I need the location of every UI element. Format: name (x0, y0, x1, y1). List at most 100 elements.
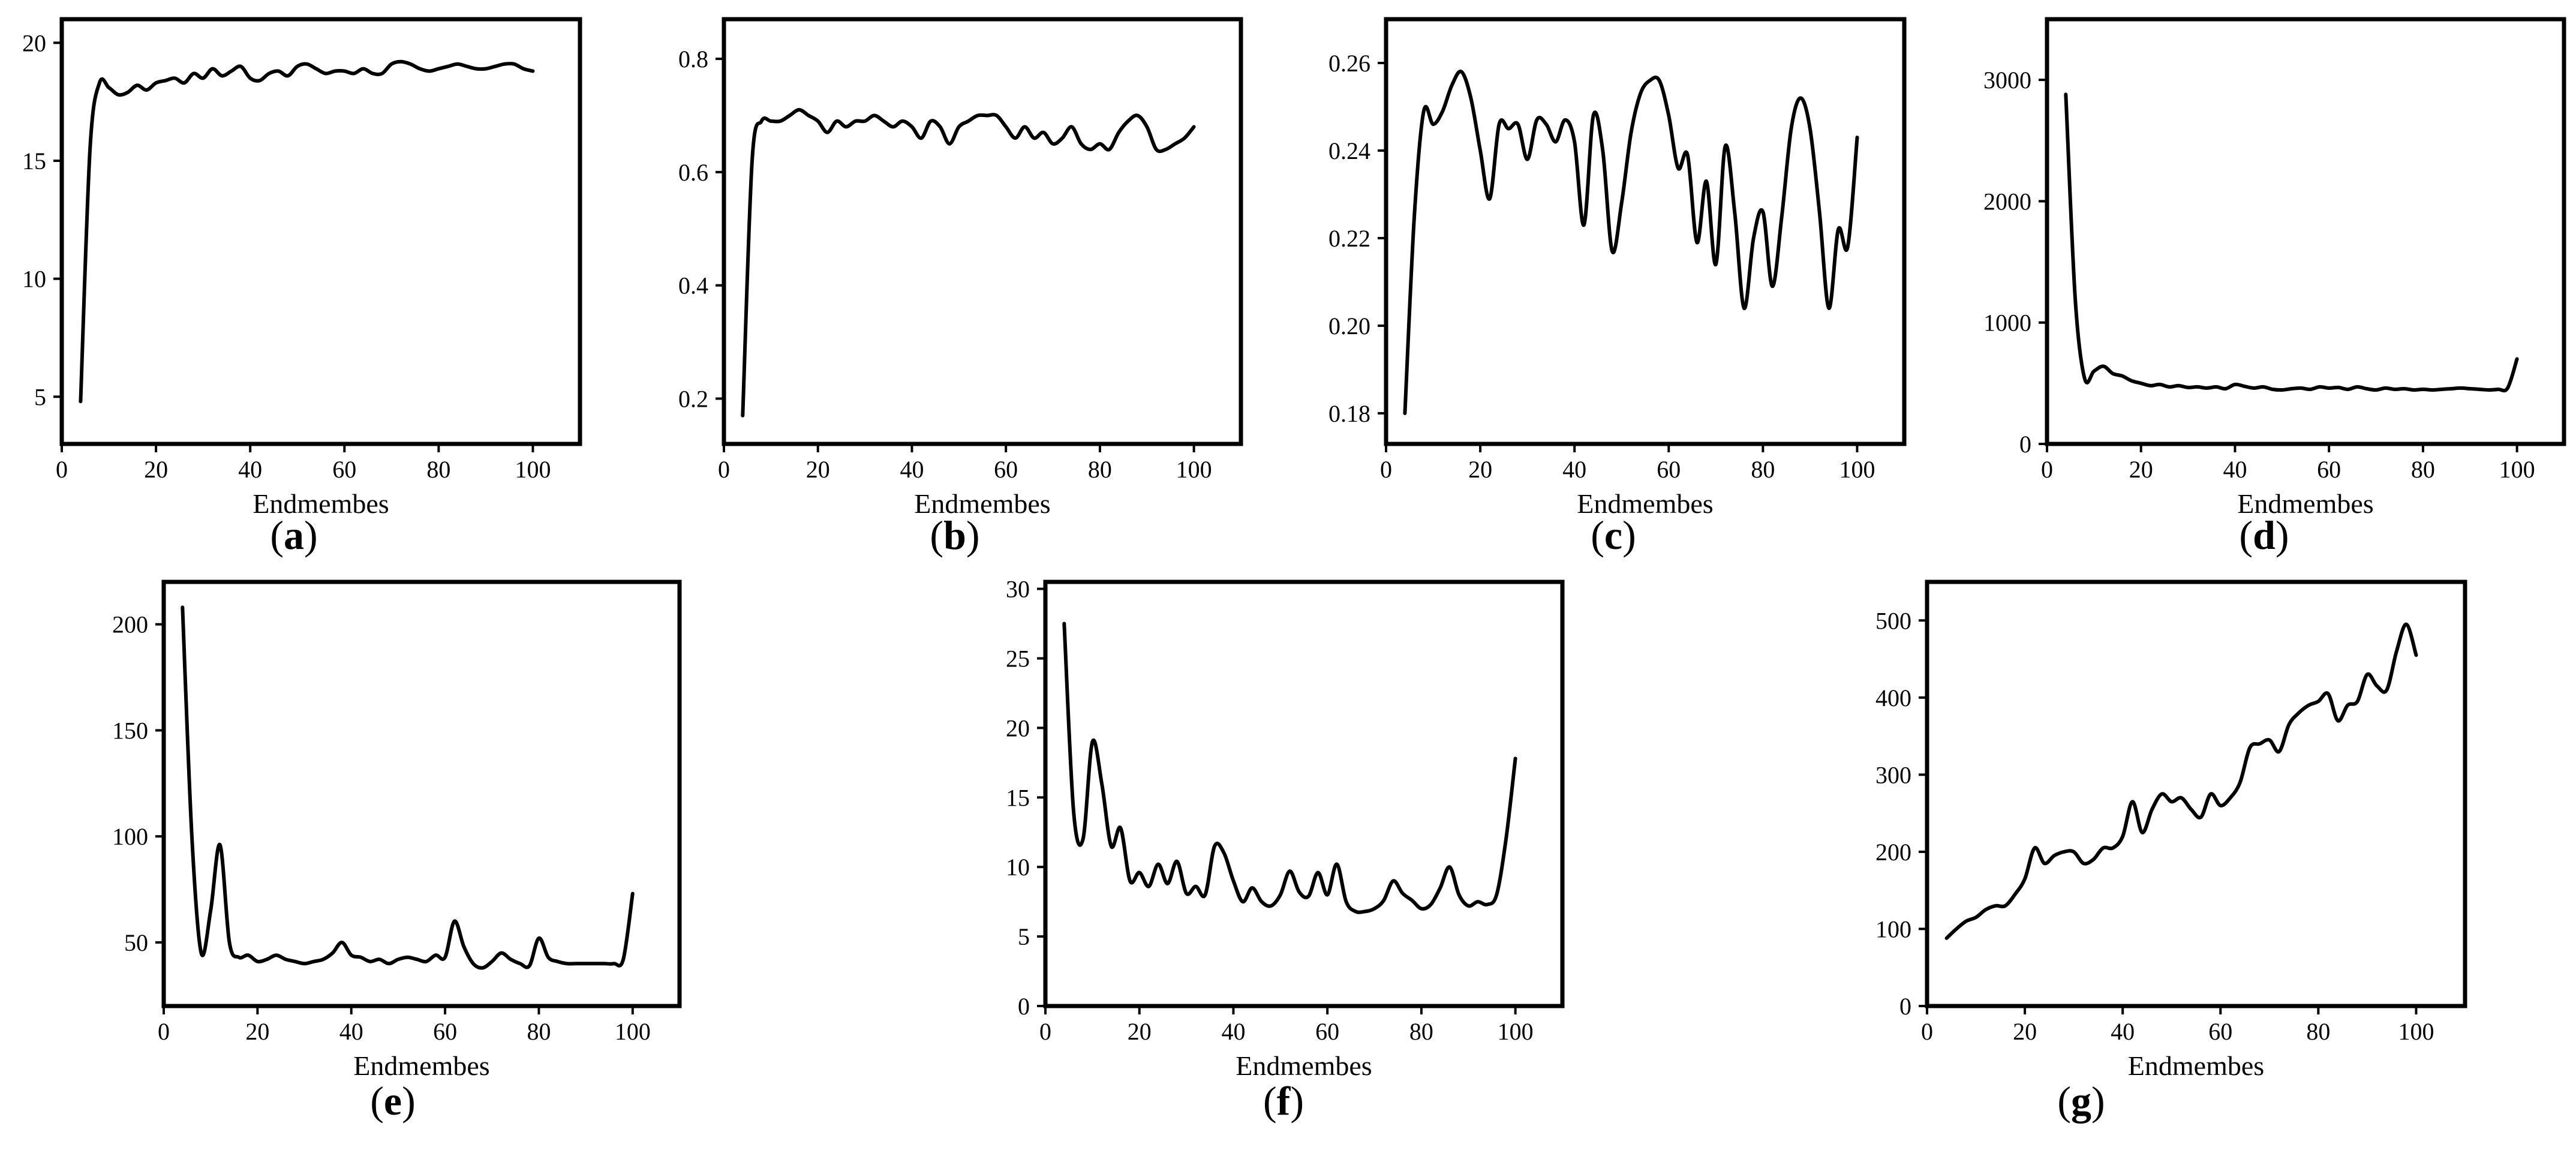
panel-label-g: (g) (2057, 1078, 2105, 1124)
x-tick-label: 60 (1315, 1018, 1339, 1045)
y-tick-label: 200 (1875, 839, 1911, 866)
x-tick-label: 60 (433, 1018, 457, 1045)
series-line-e-0 (181, 605, 635, 970)
x-tick-label: 60 (1657, 456, 1681, 483)
x-tick-label: 40 (1562, 456, 1586, 483)
panel-label-f: (f) (1263, 1078, 1304, 1124)
y-tick-label: 10 (22, 266, 46, 293)
y-tick-label: 0.8 (678, 46, 708, 73)
y-tick-label: 2000 (1983, 188, 2031, 215)
y-tick-label: 15 (22, 148, 46, 175)
panel-label-b: (b) (930, 512, 979, 558)
x-tick-label: 80 (2306, 1018, 2330, 1045)
y-tick-label: 50 (124, 929, 148, 956)
y-tick-label: 30 (1006, 576, 1030, 603)
y-tick-label: 10 (1006, 854, 1030, 881)
x-tick-label: 100 (1176, 456, 1212, 483)
y-tick-label: 100 (1875, 915, 1911, 942)
x-tick-label: 80 (1088, 456, 1112, 483)
y-tick-label: 300 (1875, 761, 1911, 788)
y-tick-label: 0.2 (678, 385, 708, 412)
x-tick-label: 100 (2398, 1018, 2434, 1045)
x-tick-label: 40 (2111, 1018, 2135, 1045)
x-tick-label: 100 (615, 1018, 651, 1045)
x-tick-label: 40 (900, 456, 924, 483)
y-tick-label: 100 (112, 823, 148, 850)
plot-frame (2045, 17, 2566, 446)
x-tick-label: 80 (527, 1018, 551, 1045)
y-tick-label: 400 (1875, 684, 1911, 711)
y-tick-label: 0.26 (1328, 50, 1370, 77)
plot-frame (1043, 579, 1565, 1008)
x-tick-label: 100 (515, 456, 551, 483)
x-tick-label: 100 (1839, 456, 1875, 483)
x-tick-label: 0 (1380, 456, 1392, 483)
x-axis-label: Endmembes (2237, 488, 2373, 519)
x-tick-label: 20 (245, 1018, 269, 1045)
x-tick-label: 60 (332, 456, 356, 483)
y-tick-label: 5 (1018, 923, 1030, 950)
y-tick-label: 150 (112, 717, 148, 744)
series-line-f-0 (1062, 621, 1517, 914)
x-tick-label: 20 (806, 456, 830, 483)
y-tick-label: 0.22 (1328, 225, 1370, 252)
x-tick-label: 40 (2223, 456, 2247, 483)
x-tick-label: 60 (2317, 456, 2341, 483)
series-line-c-0 (1403, 70, 1859, 415)
y-tick-label: 3000 (1983, 67, 2031, 94)
y-tick-label: 1000 (1983, 310, 2031, 337)
x-tick-label: 100 (2499, 456, 2535, 483)
x-tick-label: 0 (1921, 1018, 1933, 1045)
y-tick-label: 0.20 (1328, 313, 1370, 340)
y-tick-label: 0.6 (678, 159, 708, 186)
x-tick-label: 20 (1468, 456, 1492, 483)
y-tick-label: 5 (34, 383, 46, 410)
x-tick-label: 80 (426, 456, 450, 483)
series-line-a-0 (79, 59, 535, 404)
chart-panel-c: 0 20 40 60 80 100 0.18 0.20 0.22 0.24 0.26 Endmembe… (1328, 17, 1907, 558)
y-tick-label: 0.18 (1328, 400, 1370, 427)
plot-frame (722, 17, 1243, 446)
series-line-b-0 (741, 108, 1196, 418)
x-tick-label: 0 (158, 1018, 170, 1045)
y-tick-label: 0 (2019, 431, 2031, 458)
x-axis-label: Endmembes (914, 488, 1050, 519)
y-tick-label: 0.24 (1328, 137, 1370, 164)
chart-panel-b: 0 20 40 60 80 100 0.2 0.4 0.6 0.8 Endmembes(b) (678, 17, 1243, 558)
y-tick-label: 0.4 (678, 272, 708, 299)
series-line-d-0 (2064, 92, 2519, 393)
chart-panel-e: 0 20 40 60 80 100 50 100 150 200 Endmembes(e) (112, 579, 682, 1124)
chart-panel-g: 0 20 40 60 80 100 0 100 200 300 400 500 Endmembes (g) (1875, 579, 2467, 1124)
chart-panel-a: 0 20 40 60 80 100 5 10 15 20 Endmembes(a) (22, 17, 582, 558)
plot-frame (1925, 579, 2467, 1008)
panel-label-a: (a) (270, 512, 317, 558)
y-tick-label: 15 (1006, 784, 1030, 811)
x-tick-label: 100 (1498, 1018, 1534, 1045)
x-axis-label: Endmembes (253, 488, 389, 519)
x-tick-label: 80 (1409, 1018, 1433, 1045)
plot-frame (161, 579, 682, 1008)
panel-label-d: (d) (2239, 512, 2289, 558)
x-tick-label: 40 (1221, 1018, 1245, 1045)
y-tick-label: 20 (1006, 714, 1030, 741)
panel-label-c: (c) (1591, 512, 1636, 558)
x-tick-label: 20 (2013, 1018, 2037, 1045)
x-tick-label: 20 (2129, 456, 2153, 483)
panel-label-e: (e) (370, 1078, 416, 1124)
x-tick-label: 40 (238, 456, 262, 483)
x-tick-label: 0 (718, 456, 730, 483)
x-tick-label: 60 (2208, 1018, 2232, 1045)
x-tick-label: 0 (2041, 456, 2053, 483)
x-axis-label: Endmembes (1577, 488, 1713, 519)
x-tick-label: 60 (994, 456, 1018, 483)
x-tick-label: 0 (1039, 1018, 1051, 1045)
x-tick-label: 0 (56, 456, 68, 483)
x-axis-label: Endmembes (2128, 1050, 2264, 1081)
y-tick-label: 0 (1018, 993, 1030, 1020)
x-tick-label: 20 (144, 456, 168, 483)
plot-frame (1384, 17, 1907, 446)
x-tick-label: 40 (339, 1018, 363, 1045)
y-tick-label: 20 (22, 29, 46, 56)
